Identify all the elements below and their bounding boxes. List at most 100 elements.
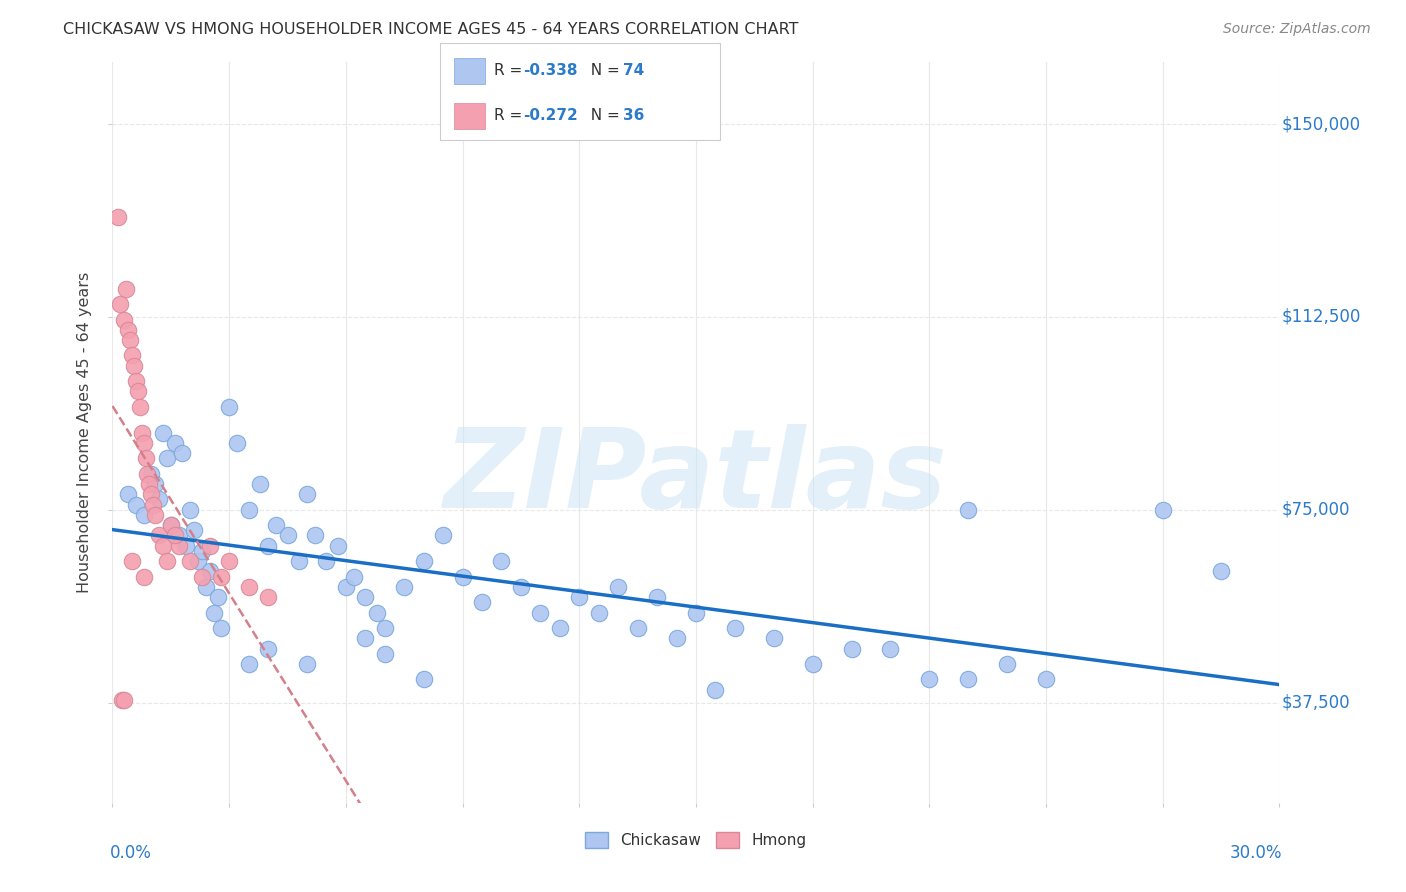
Point bbox=[343, 569, 366, 583]
Point bbox=[132, 508, 155, 522]
Point bbox=[1152, 502, 1174, 516]
Point bbox=[132, 569, 155, 583]
Point bbox=[548, 621, 571, 635]
Point bbox=[704, 682, 727, 697]
Point bbox=[957, 502, 980, 516]
Point bbox=[257, 641, 280, 656]
Legend: Chickasaw, Hmong: Chickasaw, Hmong bbox=[579, 826, 813, 855]
Point bbox=[198, 565, 221, 579]
Point bbox=[957, 673, 980, 687]
Point bbox=[194, 580, 217, 594]
Text: R =: R = bbox=[494, 63, 527, 78]
Point bbox=[918, 673, 941, 687]
Point bbox=[432, 528, 454, 542]
Point bbox=[122, 359, 145, 373]
Point bbox=[167, 528, 190, 542]
Point bbox=[132, 436, 155, 450]
Point bbox=[198, 539, 221, 553]
Text: CHICKASAW VS HMONG HOUSEHOLDER INCOME AGES 45 - 64 YEARS CORRELATION CHART: CHICKASAW VS HMONG HOUSEHOLDER INCOME AG… bbox=[63, 22, 799, 37]
Point bbox=[143, 508, 166, 522]
Point bbox=[152, 425, 174, 440]
Point bbox=[529, 606, 551, 620]
Point bbox=[394, 580, 416, 594]
Point bbox=[163, 436, 186, 450]
Point bbox=[112, 693, 135, 707]
Text: $75,000: $75,000 bbox=[1282, 500, 1350, 519]
Point bbox=[257, 539, 280, 553]
Point bbox=[148, 528, 170, 542]
Point bbox=[509, 580, 531, 594]
Text: 0.0%: 0.0% bbox=[110, 844, 152, 862]
Text: -0.272: -0.272 bbox=[523, 109, 578, 123]
Point bbox=[136, 467, 159, 481]
Point bbox=[115, 282, 138, 296]
Point bbox=[295, 487, 318, 501]
Point bbox=[412, 673, 434, 687]
Point bbox=[176, 539, 198, 553]
Point bbox=[148, 492, 170, 507]
Point bbox=[191, 544, 214, 558]
Point bbox=[326, 539, 349, 553]
Point bbox=[304, 528, 326, 542]
Point bbox=[685, 606, 707, 620]
Point bbox=[238, 657, 260, 671]
Point bbox=[156, 554, 179, 568]
Point bbox=[412, 554, 434, 568]
Point bbox=[451, 569, 474, 583]
Text: $150,000: $150,000 bbox=[1282, 115, 1361, 133]
Point bbox=[354, 590, 377, 604]
Text: Source: ZipAtlas.com: Source: ZipAtlas.com bbox=[1223, 22, 1371, 37]
Point bbox=[218, 400, 240, 414]
Point bbox=[110, 297, 132, 311]
Point bbox=[141, 487, 163, 501]
Point bbox=[160, 518, 183, 533]
Text: N =: N = bbox=[581, 109, 624, 123]
Point bbox=[238, 580, 260, 594]
Point bbox=[152, 539, 174, 553]
Point bbox=[374, 647, 396, 661]
Point bbox=[202, 606, 225, 620]
Point bbox=[366, 606, 388, 620]
Point bbox=[801, 657, 824, 671]
Text: R =: R = bbox=[494, 109, 527, 123]
Point bbox=[125, 498, 148, 512]
Point bbox=[665, 632, 688, 646]
Point bbox=[127, 384, 149, 399]
Point bbox=[995, 657, 1018, 671]
Point bbox=[179, 502, 201, 516]
Point bbox=[160, 518, 183, 533]
Point bbox=[588, 606, 610, 620]
Point bbox=[209, 621, 232, 635]
Point bbox=[121, 349, 143, 363]
Point bbox=[607, 580, 630, 594]
Y-axis label: Householder Income Ages 45 - 64 years: Householder Income Ages 45 - 64 years bbox=[77, 272, 93, 593]
Point bbox=[645, 590, 668, 604]
Point bbox=[471, 595, 494, 609]
Point bbox=[128, 400, 150, 414]
Point bbox=[117, 487, 139, 501]
Point bbox=[143, 477, 166, 491]
Point bbox=[879, 641, 901, 656]
Point bbox=[135, 451, 157, 466]
Text: 36: 36 bbox=[623, 109, 644, 123]
Point bbox=[238, 502, 260, 516]
Text: $112,500: $112,500 bbox=[1282, 308, 1361, 326]
Point bbox=[568, 590, 591, 604]
Point bbox=[138, 477, 160, 491]
Point bbox=[257, 590, 280, 604]
Point bbox=[627, 621, 650, 635]
Point bbox=[125, 374, 148, 388]
Point bbox=[762, 632, 785, 646]
Point bbox=[156, 451, 179, 466]
Text: ZIPatlas: ZIPatlas bbox=[444, 424, 948, 531]
Point bbox=[142, 498, 165, 512]
Point bbox=[315, 554, 337, 568]
Point bbox=[121, 554, 143, 568]
Point bbox=[131, 425, 153, 440]
Point bbox=[1035, 673, 1057, 687]
Point bbox=[218, 554, 240, 568]
Point bbox=[111, 693, 134, 707]
Point bbox=[179, 554, 201, 568]
Text: $37,500: $37,500 bbox=[1282, 694, 1350, 712]
Point bbox=[209, 569, 232, 583]
